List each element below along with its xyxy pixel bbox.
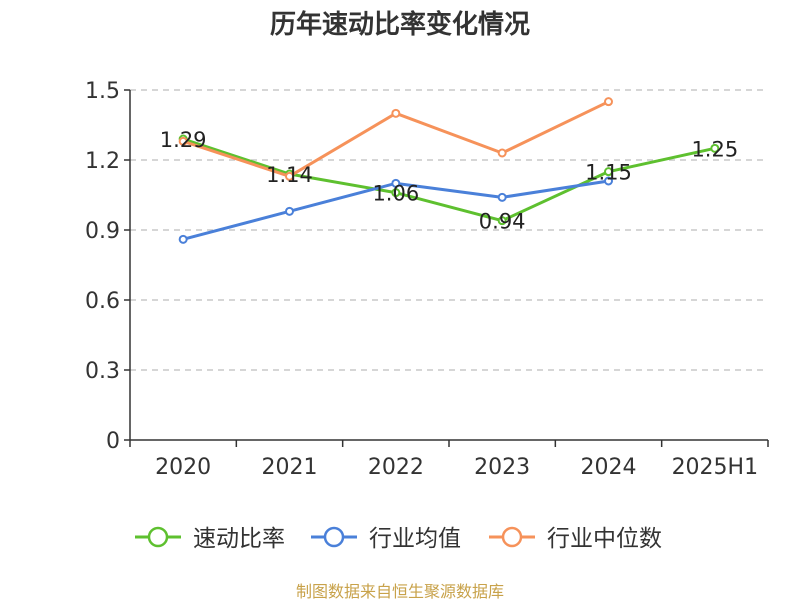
data-point[interactable] (497, 148, 507, 158)
data-point[interactable] (391, 108, 401, 118)
y-tick-label: 0.3 (85, 359, 120, 384)
legend-marker (147, 526, 169, 548)
x-tick-label: 2022 (368, 455, 424, 480)
data-point[interactable] (178, 136, 188, 146)
data-point[interactable] (604, 167, 613, 177)
x-tick-label: 2023 (474, 455, 530, 480)
x-tick-label: 2020 (155, 455, 211, 480)
legend-label: 速动比率 (193, 526, 285, 552)
legend-marker (323, 526, 345, 548)
legend-item-2[interactable]: 行业中位数 (489, 526, 662, 552)
data-label: 1.29 (160, 128, 207, 152)
data-point[interactable] (497, 216, 507, 226)
x-tick-label: 2024 (581, 455, 637, 480)
y-tick-label: 0.9 (85, 219, 120, 244)
legend-item-0[interactable]: 速动比率 (135, 526, 285, 552)
data-label: 0.94 (479, 210, 526, 234)
y-tick-label: 0.6 (85, 289, 120, 314)
data-label: 1.14 (266, 163, 313, 187)
x-tick-label: 2025H1 (672, 455, 759, 480)
data-point[interactable] (604, 176, 613, 186)
legend[interactable]: 速动比率 行业均值 行业中位数 (135, 526, 662, 552)
y-tick-label: 1.5 (85, 79, 120, 104)
y-tick-label: 1.2 (85, 149, 120, 174)
y-tick-label: 0 (106, 429, 120, 454)
axes: 0 0.3 0.6 0.9 1.2 1.5 2020 2021 2022 2023 2024 2025… (85, 79, 769, 480)
legend-label: 行业均值 (369, 526, 461, 552)
data-point[interactable] (285, 171, 294, 181)
data-point[interactable] (178, 234, 188, 244)
data-label: 1.15 (585, 161, 632, 185)
data-point[interactable] (285, 206, 294, 216)
data-point[interactable] (497, 192, 507, 202)
data-point[interactable] (391, 178, 401, 188)
x-tick-label: 2021 (262, 455, 318, 480)
data-labels: 1.29 1.14 1.06 0.94 1.15 1.25 (160, 128, 738, 234)
legend-marker (501, 526, 523, 548)
series-line-0 (182, 137, 716, 223)
data-label: 1.06 (372, 182, 419, 206)
data-point[interactable] (604, 97, 613, 107)
data-point[interactable] (391, 188, 401, 198)
data-label: 1.25 (691, 137, 738, 161)
chart-title: 历年速动比率变化情况 (269, 10, 530, 40)
legend-label: 行业中位数 (547, 526, 662, 552)
series-lines (178, 97, 720, 244)
legend-item-1[interactable]: 行业均值 (311, 526, 461, 552)
source-note: 制图数据来自恒生聚源数据库 (295, 582, 504, 601)
data-point[interactable] (710, 143, 720, 153)
